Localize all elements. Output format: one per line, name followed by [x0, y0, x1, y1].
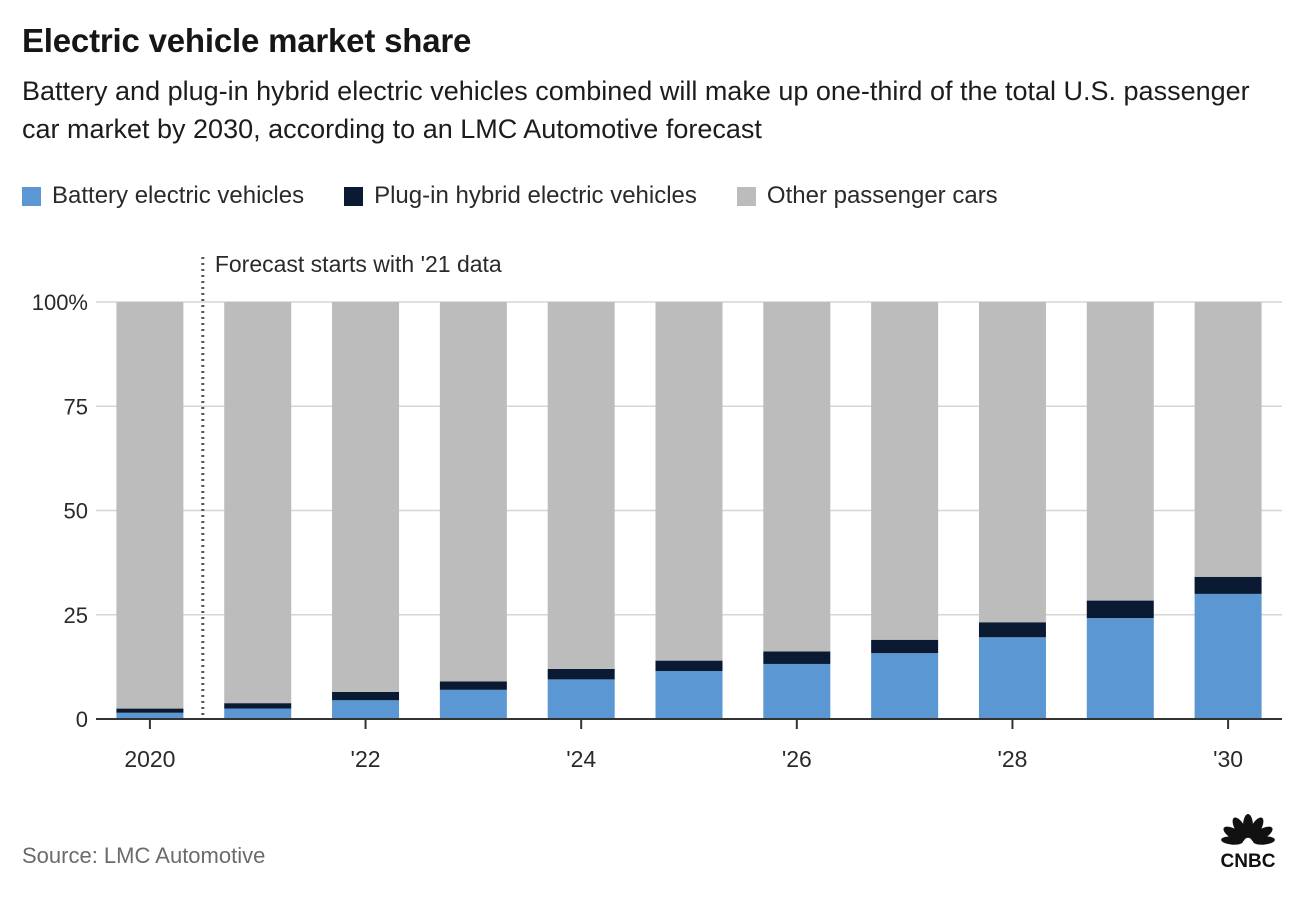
x-tick-label: 2020: [124, 746, 175, 772]
bar-segment-phev: [116, 708, 184, 713]
legend: Battery electric vehicles Plug-in hybrid…: [22, 182, 1038, 210]
bar-segment-other: [871, 302, 939, 640]
bar-segment-bev: [1086, 618, 1154, 719]
x-tick-label: '24: [566, 746, 596, 772]
y-tick-label: 25: [64, 603, 88, 628]
y-tick-label: 0: [76, 707, 88, 732]
bar-segment-phev: [439, 681, 507, 690]
legend-label-bev: Battery electric vehicles: [52, 182, 305, 209]
chart-subtitle: Battery and plug-in hybrid electric vehi…: [22, 76, 1250, 144]
bar-segment-other: [978, 302, 1046, 623]
bar-segment-other: [655, 302, 723, 661]
legend-label-phev: Plug-in hybrid electric vehicles: [374, 182, 697, 209]
bar-segment-other: [116, 302, 184, 709]
y-tick-label: 50: [64, 499, 88, 524]
cnbc-peacock-logo: CNBC: [1210, 814, 1286, 872]
bar-segment-bev: [332, 700, 400, 719]
legend-item-other: Other passenger cars: [736, 182, 998, 210]
legend-swatch-phev: [344, 186, 364, 206]
bar-segment-bev: [978, 637, 1046, 719]
bar-segment-phev: [1086, 600, 1154, 619]
bar-segment-other: [1194, 302, 1262, 577]
bar-segment-phev: [332, 691, 400, 701]
bar-segment-bev: [224, 708, 292, 719]
bar-segment-phev: [547, 668, 615, 680]
bar-segment-phev: [871, 639, 939, 654]
x-tick-label: '26: [782, 746, 812, 772]
source-note: Source: LMC Automotive: [22, 843, 266, 868]
y-tick-label: 100%: [32, 290, 88, 315]
bar-segment-bev: [871, 653, 939, 719]
bar-segment-other: [1086, 302, 1154, 601]
legend-label-other: Other passenger cars: [766, 182, 998, 209]
bar-segment-phev: [1194, 576, 1262, 594]
bar-segment-phev: [655, 660, 723, 672]
bar-segment-phev: [224, 703, 292, 709]
bar-segment-other: [763, 302, 831, 652]
legend-swatch-other: [736, 186, 756, 206]
bar-segment-bev: [547, 679, 615, 719]
x-tick-label: '30: [1213, 746, 1243, 772]
bar-segment-bev: [655, 671, 723, 719]
x-tick-label: '22: [351, 746, 381, 772]
bar-segment-other: [547, 302, 615, 669]
logo-wordmark: CNBC: [1221, 851, 1276, 872]
bar-segment-other: [224, 302, 292, 704]
bar-segment-bev: [439, 689, 507, 719]
legend-item-bev: Battery electric vehicles: [22, 182, 304, 210]
legend-swatch-bev: [22, 186, 41, 206]
stacked-bar-chart: 0 25 50 75 100% 2020 '22 '24 '26 '28 '30 Forecast s…: [32, 251, 1282, 772]
bar-segment-other: [439, 302, 507, 682]
y-tick-label: 75: [64, 394, 88, 419]
bar-segment-bev: [116, 712, 184, 719]
bar-segment-phev: [763, 651, 831, 664]
chart-title: Electric vehicle market share: [22, 22, 472, 59]
bar-segment-bev: [1194, 593, 1262, 719]
legend-item-phev: Plug-in hybrid electric vehicles: [344, 182, 697, 210]
forecast-annotation: Forecast starts with '21 data: [215, 251, 502, 277]
bar-segment-phev: [978, 622, 1046, 638]
bar-segment-other: [332, 302, 400, 692]
x-tick-label: '28: [997, 746, 1027, 772]
bar-segment-bev: [763, 663, 831, 719]
